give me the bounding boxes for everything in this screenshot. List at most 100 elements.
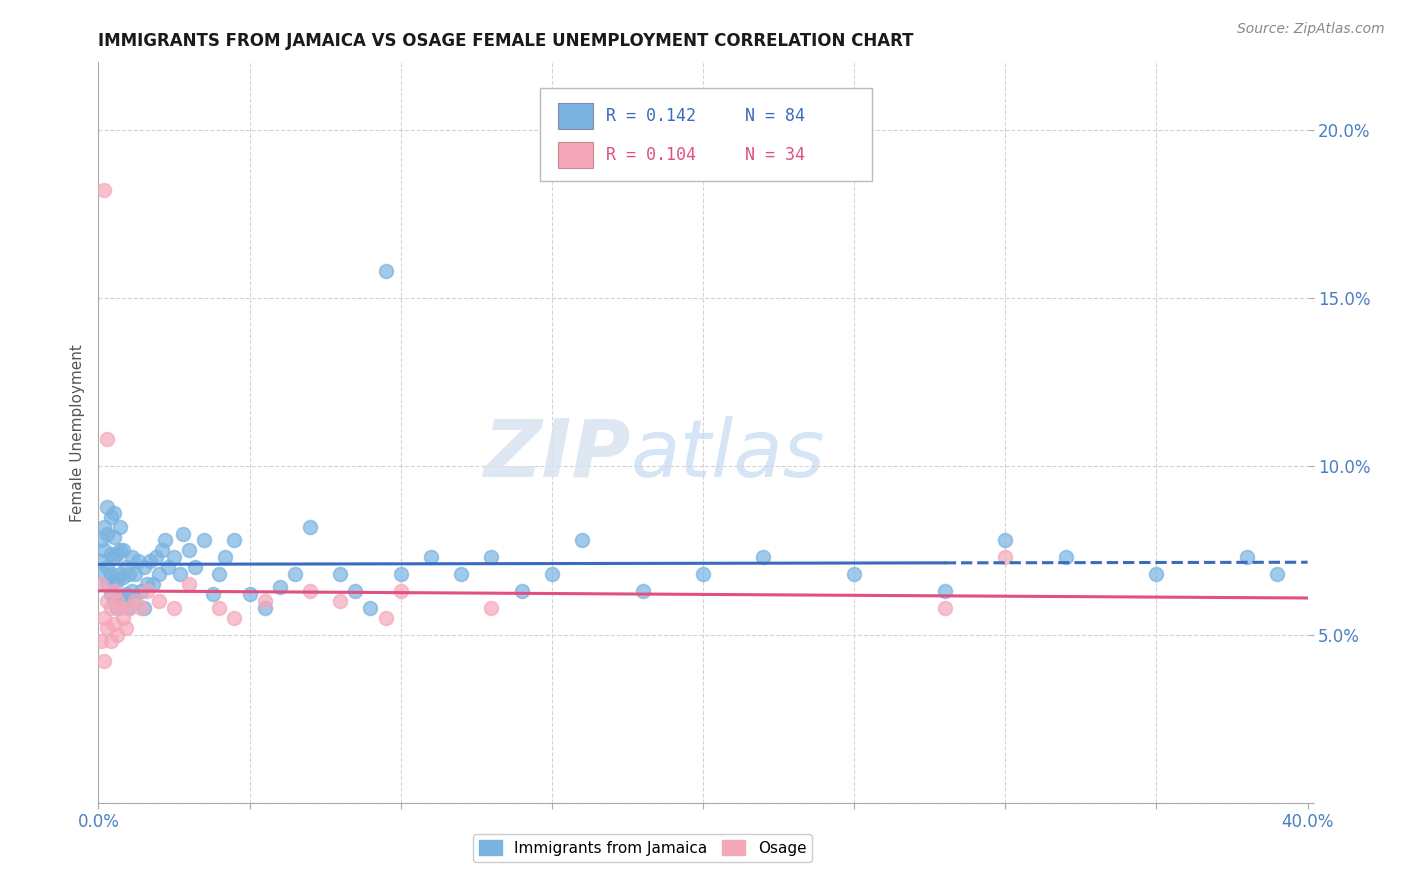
Point <box>100 587 122 601</box>
Text: N = 84: N = 84 <box>745 107 806 125</box>
Y-axis label: Female Unemployment: Female Unemployment <box>69 343 84 522</box>
Point <box>481 550 503 565</box>
Point <box>135 577 157 591</box>
Point <box>510 583 533 598</box>
Point <box>540 566 562 581</box>
Point <box>329 566 352 581</box>
Point <box>100 509 122 524</box>
Point <box>420 550 443 565</box>
Point <box>118 566 141 581</box>
Point <box>111 594 134 608</box>
Point <box>108 600 131 615</box>
Point <box>148 594 170 608</box>
Point <box>124 566 146 581</box>
Point <box>105 547 128 561</box>
Point <box>96 526 118 541</box>
Point <box>360 600 382 615</box>
Legend: Immigrants from Jamaica, Osage: Immigrants from Jamaica, Osage <box>472 834 813 862</box>
Point <box>844 566 866 581</box>
Point <box>389 566 412 581</box>
Point <box>163 600 186 615</box>
Point <box>93 655 115 669</box>
Point <box>253 600 276 615</box>
Point <box>96 433 118 447</box>
Point <box>344 583 367 598</box>
Point <box>96 594 118 608</box>
Point <box>299 520 322 534</box>
Point <box>93 566 115 581</box>
Text: N = 34: N = 34 <box>745 146 806 164</box>
Point <box>163 550 186 565</box>
Point <box>135 583 157 598</box>
Point <box>124 594 146 608</box>
Point <box>239 587 262 601</box>
Point <box>103 550 125 565</box>
FancyBboxPatch shape <box>558 103 593 129</box>
Point <box>90 553 112 567</box>
Point <box>108 520 131 534</box>
Point <box>145 550 167 565</box>
Point <box>1144 566 1167 581</box>
Point <box>184 560 207 574</box>
Point <box>103 617 125 632</box>
Point <box>1236 550 1258 565</box>
Point <box>103 574 125 588</box>
Point <box>103 594 125 608</box>
Point <box>103 583 125 598</box>
Text: R = 0.142: R = 0.142 <box>606 107 696 125</box>
Point <box>114 587 136 601</box>
Point <box>142 577 165 591</box>
Point <box>153 533 176 548</box>
Point <box>114 560 136 574</box>
Text: atlas: atlas <box>630 416 825 494</box>
Point <box>93 543 115 558</box>
Point <box>100 600 122 615</box>
Point <box>193 533 215 548</box>
Point <box>111 543 134 558</box>
Point <box>93 610 115 624</box>
Point <box>269 581 291 595</box>
Text: Source: ZipAtlas.com: Source: ZipAtlas.com <box>1237 22 1385 37</box>
Text: R = 0.104: R = 0.104 <box>606 146 696 164</box>
Point <box>114 621 136 635</box>
Point <box>93 520 115 534</box>
Point <box>90 634 112 648</box>
Point <box>571 533 593 548</box>
Point <box>96 621 118 635</box>
Point <box>150 543 173 558</box>
Point <box>172 526 194 541</box>
Point <box>329 594 352 608</box>
Point <box>132 560 155 574</box>
Point <box>450 566 472 581</box>
Point <box>994 550 1017 565</box>
Point <box>994 533 1017 548</box>
Point <box>90 533 112 548</box>
Point <box>389 583 412 598</box>
Point <box>100 566 122 581</box>
Point <box>124 594 146 608</box>
Point <box>96 577 118 591</box>
FancyBboxPatch shape <box>540 88 872 181</box>
Point <box>100 547 122 561</box>
Point <box>934 600 956 615</box>
Point <box>96 500 118 514</box>
Point <box>96 560 118 574</box>
Point <box>108 566 131 581</box>
FancyBboxPatch shape <box>558 142 593 169</box>
Point <box>103 507 125 521</box>
Point <box>1054 550 1077 565</box>
Point <box>108 591 131 605</box>
Point <box>100 634 122 648</box>
Point <box>284 566 307 581</box>
Point <box>1267 566 1289 581</box>
Point <box>105 600 128 615</box>
Point <box>108 543 131 558</box>
Point <box>148 566 170 581</box>
Point <box>93 183 115 197</box>
Point <box>374 610 396 624</box>
Point <box>299 583 322 598</box>
Point <box>253 594 276 608</box>
Point <box>169 566 191 581</box>
Point <box>121 583 143 598</box>
Point <box>156 560 179 574</box>
